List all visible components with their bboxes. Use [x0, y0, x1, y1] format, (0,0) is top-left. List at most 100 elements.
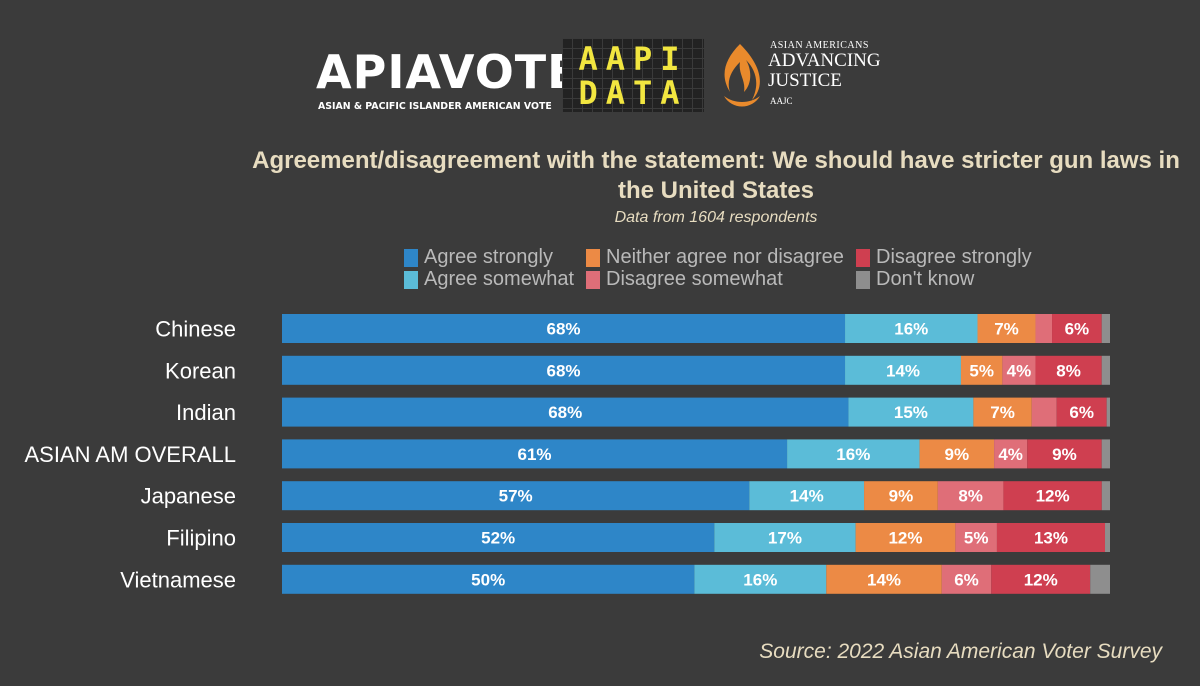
data-label: 9%	[889, 487, 914, 506]
data-label: 7%	[990, 403, 1015, 422]
bar-segment	[848, 397, 974, 427]
data-label: 8%	[1056, 361, 1081, 380]
aapi-data-line2: DATA	[578, 74, 688, 112]
data-label: 14%	[886, 361, 920, 380]
data-label: 4%	[1007, 361, 1032, 380]
chart-title: Agreement/disagreement with the statemen…	[252, 147, 1180, 204]
data-label: 9%	[945, 445, 970, 464]
data-label: 16%	[836, 445, 870, 464]
bar-segment	[960, 355, 1003, 385]
data-label: 12%	[888, 529, 922, 548]
data-label: 6%	[1069, 403, 1094, 422]
bar-segment	[1003, 481, 1102, 511]
data-label: 15%	[894, 403, 928, 422]
flame-icon	[724, 44, 760, 107]
category-label: Vietnamese	[120, 567, 236, 592]
bar-segment	[973, 397, 1032, 427]
bar-segment	[282, 314, 846, 343]
legend-swatch	[586, 270, 600, 289]
bar-segment	[1052, 314, 1102, 343]
data-label: 17%	[768, 529, 802, 548]
bar-segment	[694, 564, 827, 594]
category-label: Korean	[165, 358, 236, 383]
apiavote-wordmark: APIAVOTE	[316, 45, 580, 99]
bar-segment	[1056, 397, 1107, 427]
data-label: 12%	[1024, 570, 1058, 589]
data-label: 7%	[994, 320, 1019, 339]
bar-segment	[1031, 397, 1057, 427]
legend-label: Don't know	[876, 268, 975, 290]
bar-segment	[937, 481, 1004, 511]
category-label: Japanese	[141, 484, 236, 509]
data-label: 16%	[894, 320, 928, 339]
data-label: 4%	[998, 445, 1023, 464]
data-label: 16%	[743, 570, 777, 589]
bar-segment	[991, 564, 1091, 594]
bar-segment	[1106, 397, 1110, 427]
bar-segment	[749, 481, 865, 511]
legend-item: Agree strongly	[404, 246, 553, 269]
bar-segment	[955, 523, 997, 552]
bar-segment	[855, 523, 956, 552]
aapi-data-logo: AAPI DATA	[562, 38, 704, 112]
legend-swatch	[856, 270, 870, 289]
legend-label: Agree strongly	[424, 246, 553, 268]
data-label: 8%	[958, 487, 983, 506]
legend-item: Disagree strongly	[856, 246, 1032, 269]
bar-segment	[282, 397, 849, 427]
bar-segment	[845, 314, 978, 343]
bar-segment	[845, 355, 961, 385]
data-label: 68%	[548, 403, 582, 422]
data-label: 68%	[547, 320, 581, 339]
data-label: 5%	[969, 361, 994, 380]
category-label: ASIAN AM OVERALL	[24, 442, 236, 467]
bar-segment	[282, 523, 715, 552]
bar-segment	[1027, 439, 1102, 469]
apiavote-logo: APIAVOTE ASIAN & PACIFIC ISLANDER AMERIC…	[316, 44, 579, 114]
bar-segment	[282, 481, 750, 511]
bar-segment	[787, 439, 920, 469]
legend-swatch	[404, 270, 418, 289]
legend-item: Disagree somewhat	[586, 268, 783, 291]
category-label: Indian	[176, 400, 236, 425]
data-label: 50%	[471, 570, 505, 589]
bar-segment	[864, 481, 938, 511]
bar-segment	[714, 523, 856, 552]
data-label: 57%	[499, 487, 533, 506]
bar-segment	[826, 564, 942, 594]
data-label: 13%	[1034, 529, 1068, 548]
bar-segment	[1090, 564, 1110, 594]
bar-segment	[282, 355, 846, 385]
aapi-data-line1: AAPI	[578, 40, 688, 78]
bar-segment	[1101, 314, 1110, 343]
aajc-line1: ASIAN AMERICANS	[770, 40, 869, 51]
legend-item: Agree somewhat	[404, 268, 574, 291]
aajc-line2: ADVANCING	[768, 50, 881, 71]
aajc-line3: JUSTICE	[768, 70, 842, 91]
bar-segment	[1105, 523, 1110, 552]
data-label: 61%	[518, 445, 552, 464]
data-label: 6%	[954, 570, 979, 589]
data-label: 14%	[867, 570, 901, 589]
legend-label: Disagree strongly	[876, 246, 1032, 268]
bar-segment	[282, 564, 695, 594]
category-label: Filipino	[166, 526, 236, 551]
legend-item: Neither agree nor disagree	[586, 246, 844, 269]
bar-segment	[996, 523, 1106, 552]
apiavote-tagline: ASIAN & PACIFIC ISLANDER AMERICAN VOTE	[318, 101, 552, 112]
bar-segment	[977, 314, 1036, 343]
bar-segment	[1101, 439, 1110, 469]
data-label: 52%	[481, 529, 515, 548]
legend-label: Neither agree nor disagree	[606, 246, 844, 268]
bar-segment	[919, 439, 995, 469]
data-label: 9%	[1052, 445, 1077, 464]
bar-segment	[1002, 355, 1036, 385]
data-label: 12%	[1036, 487, 1070, 506]
legend-swatch	[586, 248, 600, 267]
bar-segment	[1035, 314, 1053, 343]
category-label: Chinese	[155, 317, 236, 342]
chart-source: Source: 2022 Asian American Voter Survey	[759, 640, 1162, 663]
legend-item: Don't know	[856, 268, 974, 291]
chart-subtitle: Data from 1604 respondents	[614, 209, 818, 226]
data-label: 6%	[1065, 320, 1090, 339]
